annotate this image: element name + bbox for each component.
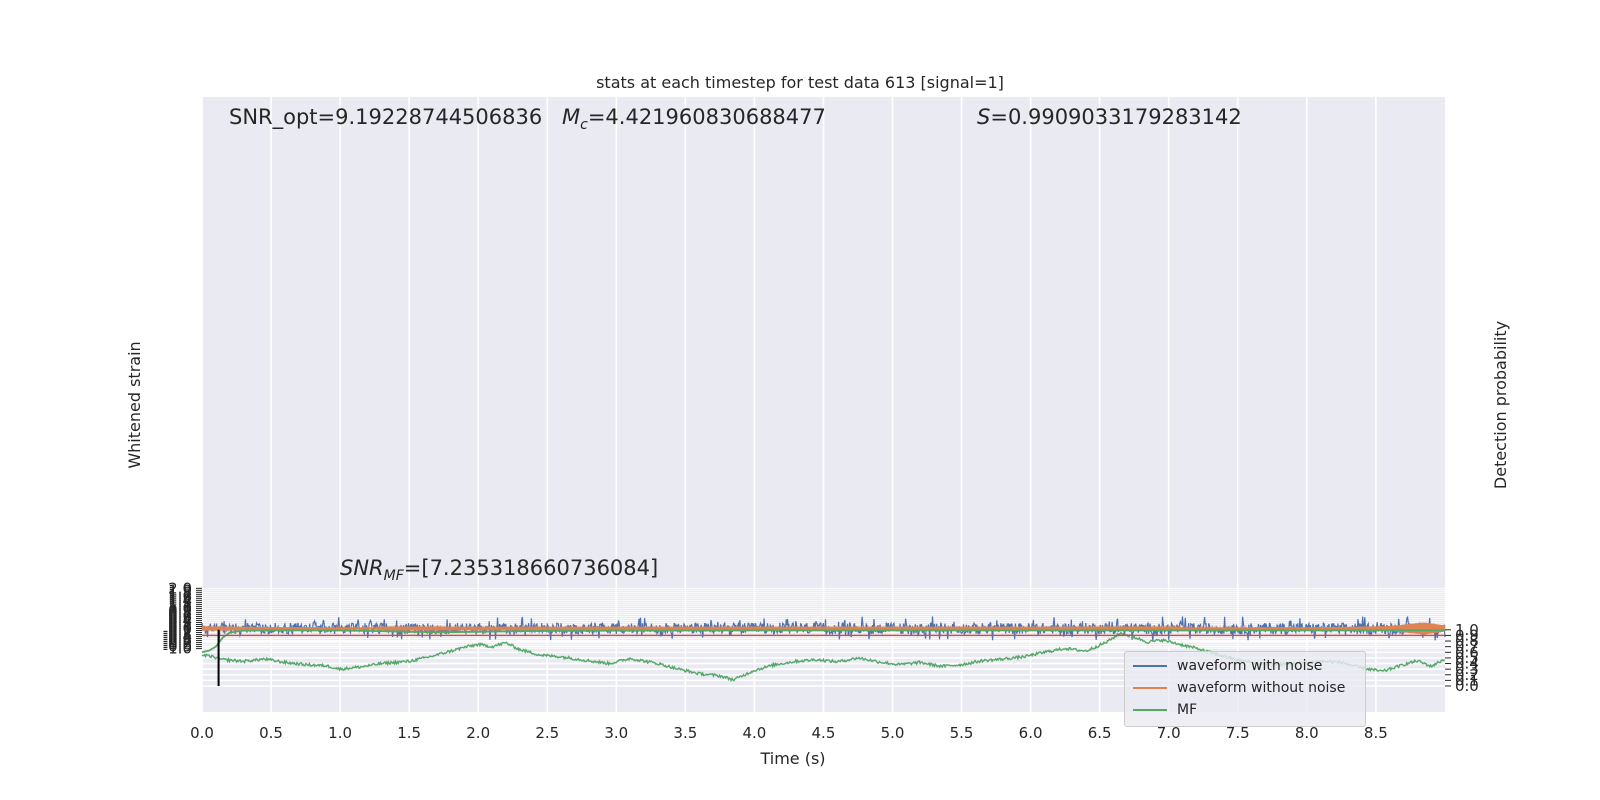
y-tick-label-left: 0.3 xyxy=(168,613,192,631)
y-tick-label-left: 0.7 xyxy=(168,605,192,623)
chart-legend: waveform with noise waveform without noi… xyxy=(1124,651,1366,727)
x-tick-label: 0.0 xyxy=(190,724,214,742)
y-tick-label-left: -1.0 xyxy=(163,640,192,658)
y-tick-label-left: 1.1 xyxy=(168,597,192,615)
y-tick-label-right: 0.2 xyxy=(1455,666,1479,684)
x-tick-label: 4.5 xyxy=(812,724,836,742)
x-tick-label: 5.5 xyxy=(950,724,974,742)
s-symbol: S xyxy=(977,105,990,129)
y-tick-label-left: -0.1 xyxy=(163,622,192,640)
y-tick-label-right: 0.5 xyxy=(1455,649,1479,667)
y-tick-label-right: 0.7 xyxy=(1455,638,1479,656)
mc-annotation: Mc=4.421960830688477 xyxy=(562,105,826,133)
y-tick-label-left: -0.9 xyxy=(163,638,192,656)
y-tick-label-left: -0.3 xyxy=(163,626,192,644)
mc-subscript: c xyxy=(580,117,588,133)
y-tick-label-left: 0.9 xyxy=(168,601,192,619)
snr-mf-subscript: MF xyxy=(384,568,405,584)
x-axis-label: Time (s) xyxy=(759,749,825,768)
series-mf xyxy=(201,629,1445,654)
x-tick-label: 3.0 xyxy=(604,724,628,742)
x-tick-label: 2.5 xyxy=(535,724,559,742)
y-tick-label-left: 0.2 xyxy=(168,615,192,633)
mc-value: =4.421960830688477 xyxy=(588,105,826,129)
y-tick-label-right: 0.4 xyxy=(1455,655,1479,673)
x-tick-label: 3.5 xyxy=(673,724,697,742)
chart-title: stats at each timestep for test data 613… xyxy=(596,73,1004,92)
x-tick-label: 4.0 xyxy=(742,724,766,742)
x-tick-label: 8.0 xyxy=(1295,724,1319,742)
y-tick-label-left: 1.7 xyxy=(168,585,192,603)
x-tick-label: 6.5 xyxy=(1088,724,1112,742)
y-tick-label-left: 0.0 xyxy=(168,620,192,638)
y-tick-label-left: 1.2 xyxy=(168,595,192,613)
x-tick-label: 1.0 xyxy=(328,724,352,742)
legend-item-clean: waveform without noise xyxy=(1133,678,1345,698)
x-tick-label: 8.5 xyxy=(1364,724,1388,742)
y-axis-label-left: Whitened strain xyxy=(125,341,144,468)
y-tick-label-left: 0.5 xyxy=(168,609,192,627)
y-tick-label-left: -0.7 xyxy=(163,634,192,652)
y-tick-label-left: 2.0 xyxy=(168,579,192,597)
y-tick-label-left: -0.2 xyxy=(163,624,192,642)
y-tick-label-right: 0.1 xyxy=(1455,671,1479,689)
y-tick-label-left: 0.1 xyxy=(168,617,192,635)
y-tick-label-left: 0.8 xyxy=(168,603,192,621)
s-value: =0.9909033179283142 xyxy=(990,105,1241,129)
series-waveform-without-noise xyxy=(201,622,1446,635)
snr-mf-symbol: SNR xyxy=(340,556,384,580)
mc-symbol: M xyxy=(562,105,580,129)
legend-item-mf: MF xyxy=(1133,700,1197,720)
legend-swatch-noise xyxy=(1133,665,1167,667)
s-annotation: S=0.9909033179283142 xyxy=(977,105,1242,129)
x-tick-label: 1.5 xyxy=(397,724,421,742)
x-tick-label: 6.0 xyxy=(1019,724,1043,742)
legend-label-clean: waveform without noise xyxy=(1177,680,1346,696)
y-tick-label-left: -0.4 xyxy=(163,628,192,646)
x-tick-label: 2.0 xyxy=(466,724,490,742)
y-tick-label-left: 0.6 xyxy=(168,607,192,625)
y-tick-label-left: -0.8 xyxy=(163,636,192,654)
y-tick-label-right: 0.3 xyxy=(1455,660,1479,678)
y-tick-label-left: 1.5 xyxy=(168,589,192,607)
y-tick-label-left: 1.3 xyxy=(168,593,192,611)
y-tick-label-left: 0.4 xyxy=(168,611,192,629)
x-tick-label: 0.5 xyxy=(259,724,283,742)
legend-swatch-clean xyxy=(1133,687,1167,689)
legend-label-mf: MF xyxy=(1177,702,1198,718)
y-tick-label-left: 1.6 xyxy=(168,587,192,605)
x-tick-label: 5.0 xyxy=(881,724,905,742)
y-tick-label-left: -0.5 xyxy=(163,630,192,648)
snr-opt-annotation: SNR_opt=9.19228744506836 xyxy=(229,105,542,130)
snr-mf-annotation: SNRMF=[7.235318660736084] xyxy=(340,556,658,584)
y-tick-label-right: 0.0 xyxy=(1455,677,1479,695)
snr-mf-value: =[7.235318660736084] xyxy=(404,556,658,580)
legend-item-noise: waveform with noise xyxy=(1133,656,1322,676)
y-tick-label-right: 0.6 xyxy=(1455,643,1479,661)
y-tick-label-left: -0.6 xyxy=(163,632,192,650)
y-tick-label-left: 1.9 xyxy=(168,581,192,599)
y-tick-label-right: 0.9 xyxy=(1455,626,1479,644)
legend-label-noise: waveform with noise xyxy=(1177,658,1323,674)
y-tick-label-left: 1.4 xyxy=(168,591,192,609)
y-tick-label-left: 1.8 xyxy=(168,583,192,601)
y-axis-label-right: Detection probability xyxy=(1491,321,1510,489)
x-tick-label: 7.5 xyxy=(1226,724,1250,742)
y-tick-label-left: 1.0 xyxy=(168,599,192,617)
x-tick-label: 7.0 xyxy=(1157,724,1181,742)
y-tick-label-right: 1.0 xyxy=(1455,621,1479,639)
legend-swatch-mf xyxy=(1133,709,1167,711)
y-tick-label-right: 0.8 xyxy=(1455,632,1479,650)
